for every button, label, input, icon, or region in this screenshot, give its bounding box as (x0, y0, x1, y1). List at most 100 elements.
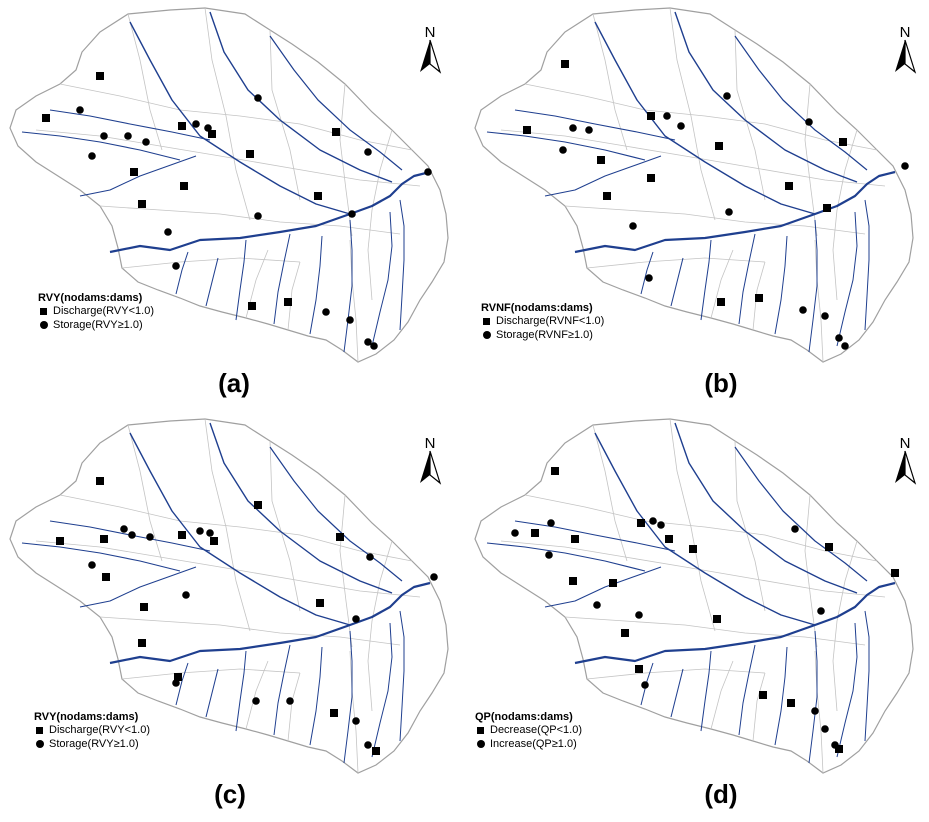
north-label: N (899, 24, 911, 41)
circle-marker-icon (40, 321, 48, 329)
circle-marker-icon (477, 740, 485, 748)
river-line (670, 668, 684, 718)
dam-circle-marker (370, 342, 378, 350)
dam-circle-marker (799, 306, 807, 314)
subbasin-boundary (500, 129, 886, 187)
dam-circle-marker (366, 553, 374, 561)
river-line (109, 581, 431, 665)
dam-circle-marker (254, 212, 262, 220)
river-line (79, 566, 197, 608)
subbasin-boundary (245, 660, 269, 730)
subbasin-boundary (586, 668, 766, 680)
circle-marker-icon (36, 740, 44, 748)
subbasin-boundary (710, 660, 734, 730)
circle-marker-icon (483, 331, 491, 339)
dam-square-marker (621, 629, 629, 637)
dam-circle-marker (120, 525, 128, 533)
dam-circle-marker (346, 316, 354, 324)
dam-circle-marker (364, 741, 372, 749)
river-line (21, 131, 181, 161)
legend-row-circle: Storage(RVY≥1.0) (34, 737, 150, 751)
dam-circle-marker (585, 126, 593, 134)
river-line (674, 422, 858, 594)
dam-square-marker (248, 302, 256, 310)
north-arrow-icon (420, 450, 442, 485)
dam-square-marker (823, 204, 831, 212)
north-arrow-icon (420, 39, 442, 74)
subbasin-boundary (586, 257, 766, 269)
river-line (371, 622, 393, 758)
dam-circle-marker (635, 611, 643, 619)
dam-circle-marker (252, 697, 260, 705)
legend-title: RVY(nodams:dams) (34, 711, 139, 723)
subbasin-boundary (367, 540, 393, 712)
dam-square-marker (603, 192, 611, 200)
dam-square-marker (531, 529, 539, 537)
legend-row-circle: Storage(RVNF≥1.0) (481, 328, 604, 342)
subbasin-boundary (752, 261, 766, 331)
dam-square-marker (665, 535, 673, 543)
dam-square-marker (825, 543, 833, 551)
legend-circle-label: Increase(QP≥1.0) (490, 738, 577, 750)
north-label: N (899, 435, 911, 452)
subbasin-boundary (814, 239, 824, 363)
legend-title: QP(nodams:dams) (475, 711, 573, 723)
subbasin-boundary (367, 129, 393, 301)
river-line (774, 646, 788, 746)
river-line (269, 446, 403, 582)
dam-circle-marker (322, 308, 330, 316)
river-line (734, 446, 868, 582)
subbasin-boundary (669, 418, 716, 632)
subbasin-boundary (121, 668, 301, 680)
panel-label: (a) (218, 368, 250, 398)
dam-circle-marker (511, 529, 519, 537)
dam-circle-marker (254, 94, 262, 102)
watershed-map (9, 418, 449, 774)
subbasin-boundary (59, 494, 413, 562)
map-legend: RVNF(nodams:dams) Discharge(RVNF<1.0) St… (481, 302, 604, 342)
map-legend: RVY(nodams:dams) Discharge(RVY<1.0) Stor… (38, 292, 154, 332)
subbasin-boundary (204, 418, 251, 632)
subbasin-boundary (127, 424, 163, 562)
subbasin-boundary (814, 650, 824, 774)
legend-row-square: Discharge(RVNF<1.0) (481, 314, 604, 328)
dam-square-marker (102, 573, 110, 581)
river-line (129, 21, 351, 215)
legend-title: RVNF(nodams:dams) (481, 302, 593, 314)
river-line (309, 235, 323, 335)
dam-square-marker (637, 519, 645, 527)
dam-square-marker (551, 467, 559, 475)
dam-circle-marker (645, 274, 653, 282)
dam-square-marker (635, 665, 643, 673)
north-arrow: N (891, 435, 919, 485)
dam-circle-marker (569, 124, 577, 132)
watershed-map (474, 418, 914, 774)
river-line (273, 644, 291, 736)
dam-circle-marker (196, 527, 204, 535)
dam-circle-marker (677, 122, 685, 130)
north-arrow: N (416, 435, 444, 485)
dam-square-marker (96, 72, 104, 80)
dam-circle-marker (88, 152, 96, 160)
river-line (514, 520, 676, 552)
river-line (205, 257, 219, 307)
river-line (399, 199, 405, 331)
river-line (574, 581, 896, 665)
legend-circle-label: Storage(RVNF≥1.0) (496, 329, 593, 341)
dam-circle-marker (348, 210, 356, 218)
river-line (209, 11, 393, 183)
dam-circle-marker (76, 106, 84, 114)
subbasin-boundary (287, 261, 301, 331)
map-legend: QP(nodams:dams) Decrease(QP<1.0) Increas… (475, 711, 582, 751)
subbasin-boundary (35, 540, 421, 598)
subbasin-boundary (524, 83, 878, 151)
dam-square-marker (56, 537, 64, 545)
river-line (594, 432, 816, 626)
river-line (273, 233, 291, 325)
subbasin-boundary (349, 239, 359, 363)
dam-circle-marker (172, 262, 180, 270)
river-line (594, 21, 816, 215)
dam-circle-marker (364, 338, 372, 346)
map-panel-c: N RVY(nodams:dams) Discharge(RVY<1.0) St… (0, 411, 464, 822)
subbasin-boundary (349, 650, 359, 774)
